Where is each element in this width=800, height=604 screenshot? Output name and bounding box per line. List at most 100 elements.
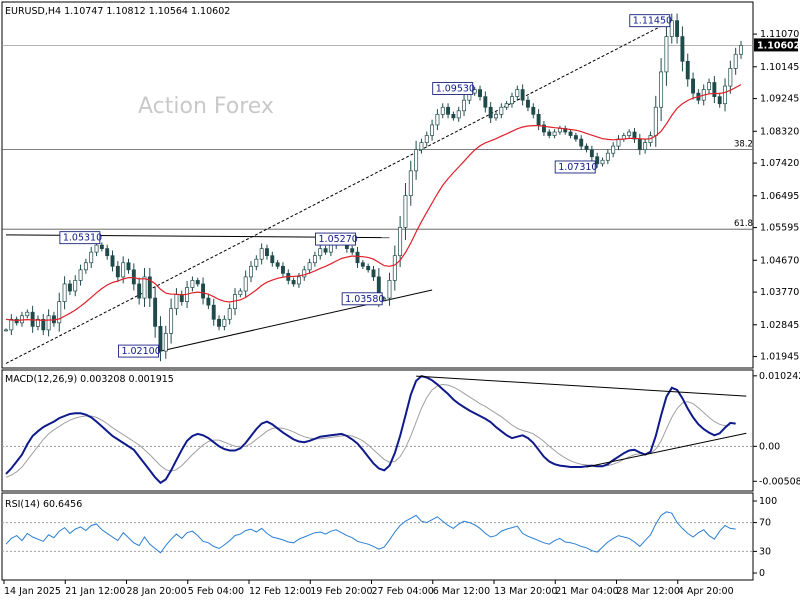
price-bar-body	[595, 156, 600, 165]
price-tick-label: 1.05595	[760, 223, 799, 234]
price-bar-body	[733, 53, 738, 69]
price-bar-body	[270, 255, 275, 264]
price-bar-body	[541, 124, 546, 133]
price-bar-body	[712, 82, 717, 98]
price-tick-label: 1.08320	[760, 126, 799, 137]
price-bar-body	[536, 113, 541, 126]
price-annotation-box	[554, 160, 596, 174]
price-bar-body	[83, 262, 88, 271]
price-bar-body	[451, 113, 456, 119]
macd-label: MACD(12,26,9) 0.003208 0.001915	[5, 374, 174, 385]
price-bar-body	[115, 265, 120, 278]
watermark-text: Action Forex	[138, 94, 274, 119]
price-bar-body	[291, 280, 296, 285]
price-tick-label: 1.01945	[760, 352, 799, 363]
time-tick-label: 28 Jan 20:00	[127, 586, 187, 597]
price-bar-body	[616, 138, 621, 147]
price-bar-body	[611, 145, 616, 154]
time-tick-label: 13 Mar 20:00	[494, 586, 557, 597]
rsi-label: RSI(14) 60.6456	[5, 499, 82, 510]
price-annotation-box	[432, 82, 474, 95]
price-tick-label: 1.02845	[760, 320, 799, 331]
price-panel: Action Forex EURUSD,H4 1.10747 1.10812 1…	[1, 1, 800, 369]
price-bar-body	[312, 255, 317, 264]
symbol-header: EURUSD,H4 1.10747 1.10812 1.10564 1.1060…	[5, 6, 230, 17]
price-bar-body	[201, 283, 206, 299]
price-bar-body	[403, 195, 408, 228]
price-bar-body	[478, 89, 482, 98]
price-bar-body	[547, 131, 552, 136]
price-bar-body	[14, 318, 19, 324]
price-bar-body	[254, 258, 259, 267]
price-bar-body	[99, 244, 104, 249]
price-tick-label: 1.04670	[760, 255, 799, 266]
price-bar-body	[126, 262, 131, 271]
price-bar-body	[169, 308, 174, 334]
rsi-panel: RSI(14) 60.6456 100 70 30 0	[1, 492, 777, 581]
rsi-tick-label: 0	[759, 568, 765, 579]
price-bar-body	[307, 262, 312, 271]
price-bar-body	[435, 113, 440, 126]
price-bar-body	[675, 20, 680, 37]
macd-signal-line	[5, 383, 731, 478]
price-bar-body	[243, 276, 248, 292]
price-bar-body	[94, 244, 99, 253]
price-bar-body	[62, 283, 67, 302]
price-bar-body	[366, 265, 371, 271]
price-bar-body	[515, 89, 520, 98]
price-bar-body	[739, 45, 743, 55]
price-bar-body	[222, 318, 227, 327]
price-bar-body	[446, 106, 451, 115]
price-bar-body	[355, 251, 360, 264]
price-bar-body	[387, 280, 392, 299]
time-tick-label: 19 Feb 20:00	[310, 586, 372, 597]
price-bar-body	[531, 106, 536, 115]
price-bar-body	[659, 71, 664, 108]
price-bar-body	[589, 149, 594, 158]
price-bar-body	[296, 276, 301, 285]
price-bar-body	[557, 128, 562, 133]
time-tick-label: 5 Feb 04:00	[188, 586, 244, 597]
price-marks: 38.2 61.8 1.11450 1.09530 1.07310 1.05310 1.05…	[2, 13, 753, 364]
price-bar-body	[206, 297, 211, 306]
price-bar-body	[605, 152, 610, 161]
price-bar-body	[499, 106, 504, 115]
macd-trendline	[586, 432, 747, 468]
price-bar-body	[643, 142, 648, 151]
price-bar-body	[728, 68, 733, 87]
price-annotation-box	[315, 232, 356, 246]
price-bar-body	[568, 131, 573, 136]
price-bar-body	[73, 280, 78, 292]
price-bar-body	[664, 36, 669, 73]
price-bar-body	[723, 85, 727, 105]
price-bar-body	[483, 96, 488, 108]
price-bar-body	[41, 318, 46, 331]
price-bar-body	[456, 110, 461, 119]
price-bar-body	[217, 318, 221, 327]
price-annotation-label: 1.03580	[345, 294, 384, 305]
price-bar-body	[408, 170, 413, 196]
price-annotation-label: 1.02100	[121, 346, 160, 357]
macd-line	[5, 374, 736, 485]
time-tick-label: 21 Jan 12:00	[65, 586, 125, 597]
price-bar-body	[147, 276, 152, 299]
price-bar-body	[249, 265, 253, 278]
price-tick-label: 1.11070	[760, 29, 799, 40]
price-bar-body	[419, 142, 424, 151]
macd-panel: MACD(12,26,9) 0.003208 0.001915 0.010242…	[1, 369, 800, 492]
price-annotation-label: 1.05270	[319, 234, 358, 245]
price-annotation-label: 1.09530	[436, 84, 475, 95]
rsi-line	[5, 511, 736, 554]
price-bar-body	[440, 106, 445, 115]
last-price-box	[754, 38, 798, 52]
price-bar-body	[20, 315, 24, 324]
price-bar-body	[211, 304, 216, 320]
price-bar-body	[707, 82, 711, 90]
price-bar-body	[110, 255, 115, 267]
price-bar-body	[25, 311, 30, 317]
price-bar-body	[227, 308, 232, 320]
price-bar-body	[488, 106, 493, 119]
time-tick-label: 12 Feb 12:00	[249, 586, 311, 597]
